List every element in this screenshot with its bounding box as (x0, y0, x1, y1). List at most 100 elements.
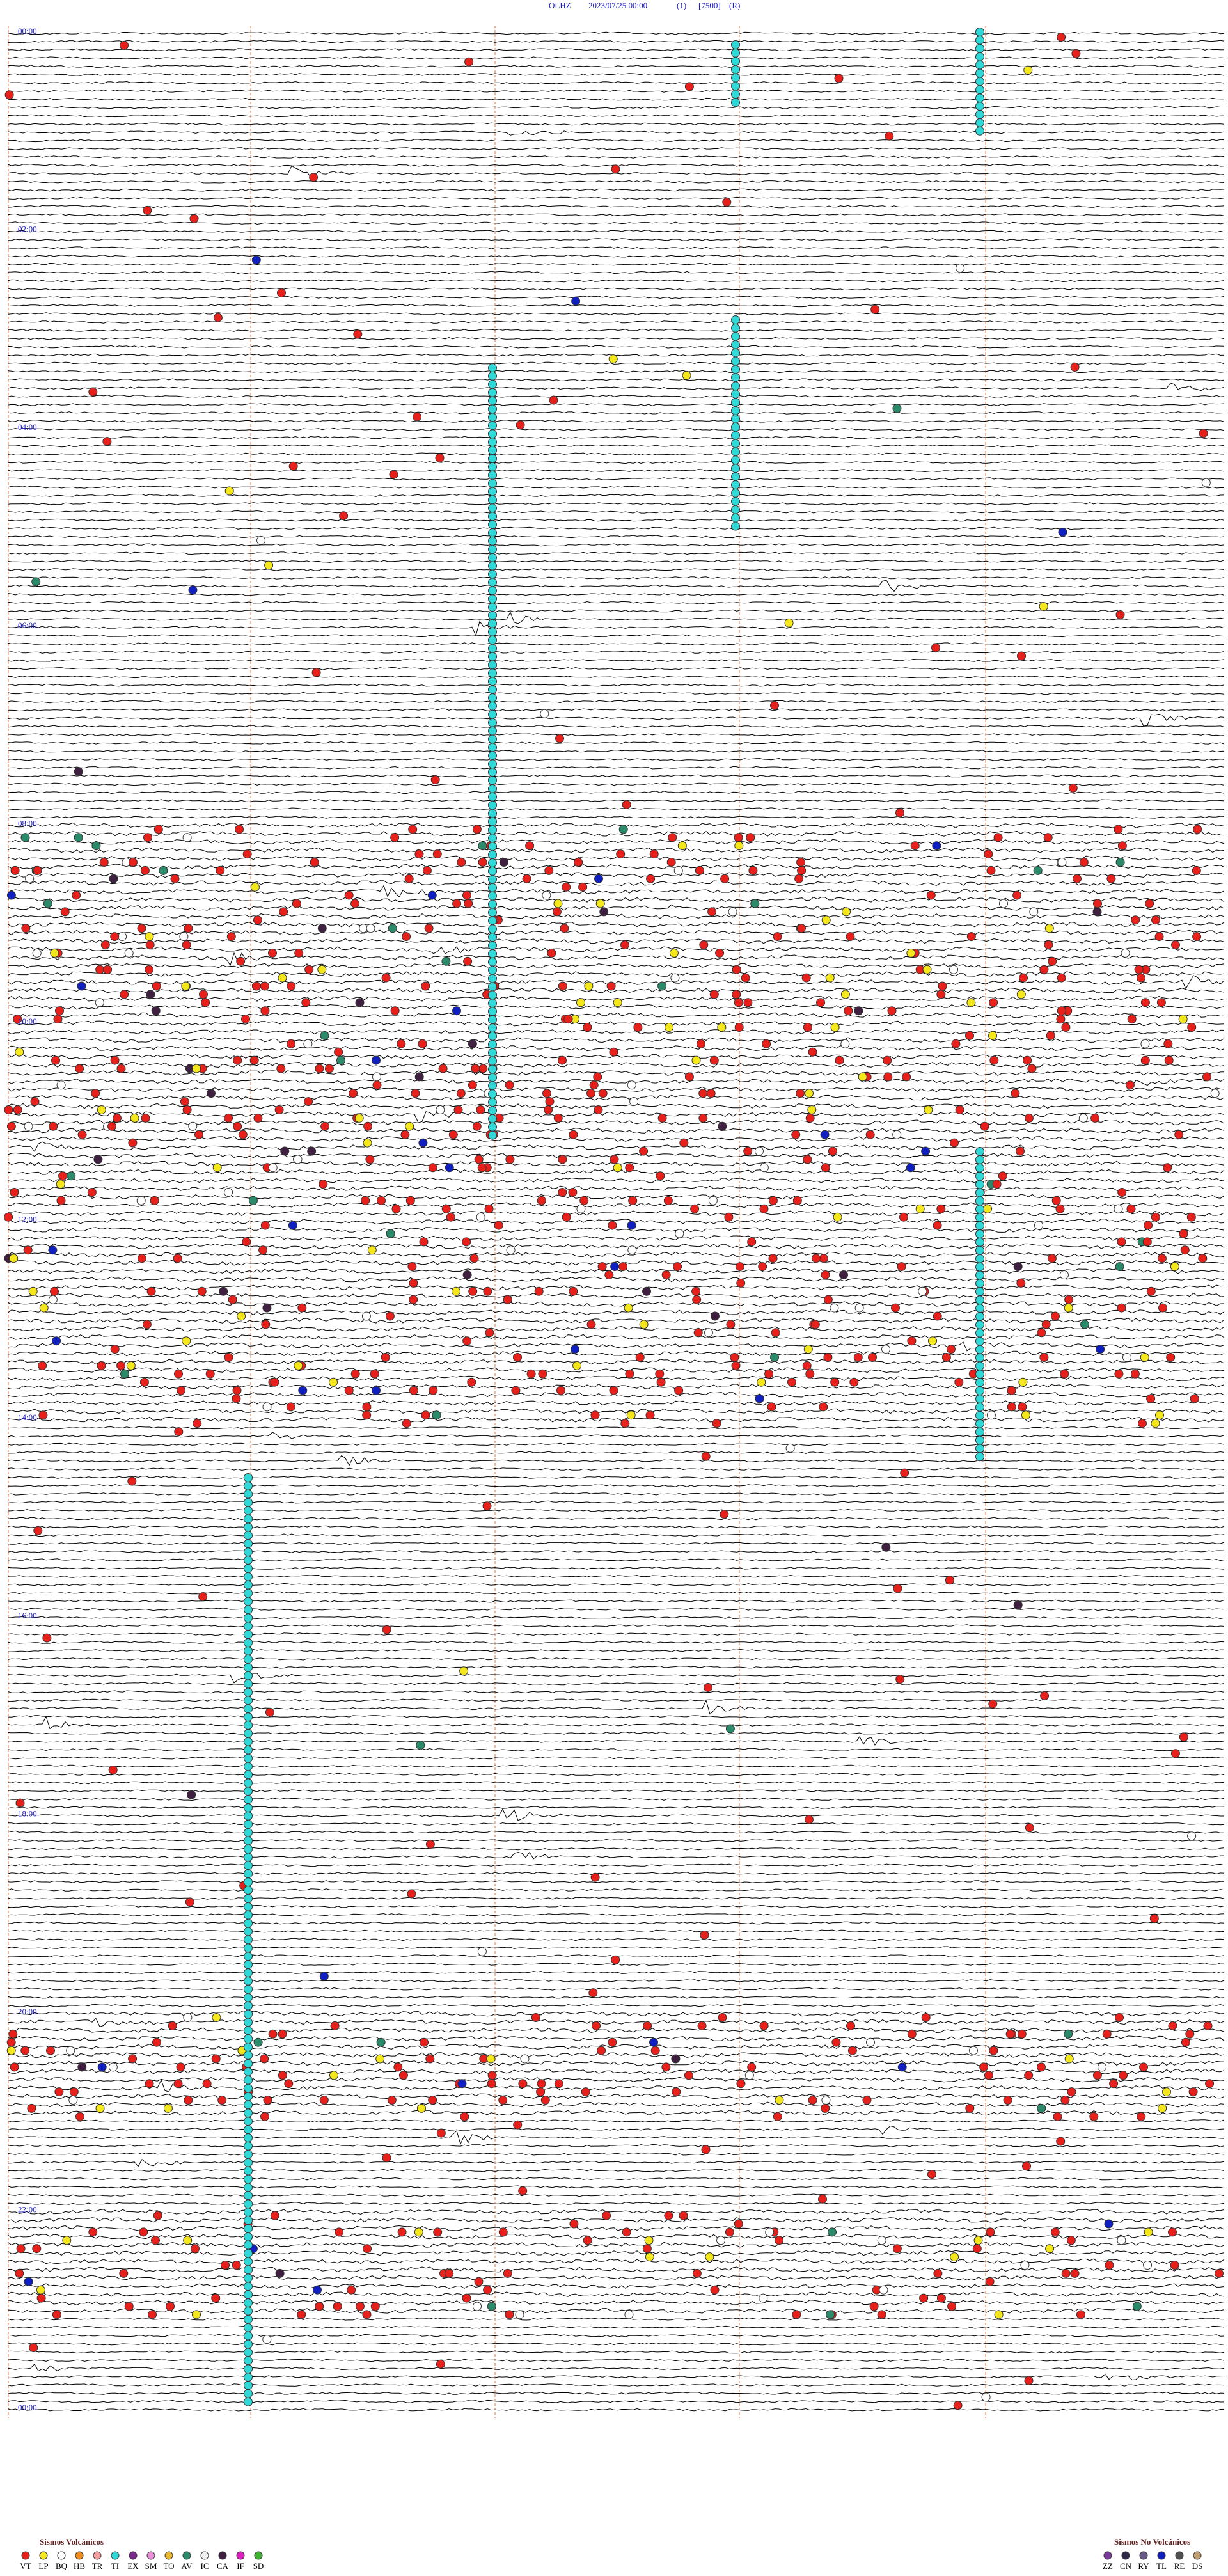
trace (7, 1963, 1225, 1966)
event (91, 1089, 100, 1098)
event (602, 2211, 611, 2220)
tremor-event (488, 677, 497, 686)
event (32, 2244, 42, 2254)
event (23, 1245, 33, 1255)
legend-swatch (164, 2551, 173, 2560)
tremor-event (244, 2208, 253, 2217)
event (933, 2268, 943, 2278)
event (4, 1105, 13, 1114)
hour-label: 02:00 (18, 225, 37, 234)
event (1079, 858, 1089, 867)
event (1041, 1320, 1051, 1329)
event (212, 2013, 221, 2022)
trace (7, 1641, 1225, 1644)
trace (7, 2275, 1225, 2281)
legend-swatch (254, 2551, 263, 2560)
tremor-event (731, 455, 740, 465)
event (1024, 2376, 1034, 2385)
event (734, 841, 744, 851)
event (628, 1196, 638, 1205)
event (48, 1295, 58, 1304)
event (224, 1353, 233, 1362)
trace (7, 2391, 1225, 2395)
event (608, 2037, 617, 2047)
hour-label: 16:00 (18, 1611, 37, 1620)
event (1060, 2096, 1070, 2105)
event (1092, 907, 1102, 917)
event (232, 1394, 241, 1403)
hour-label: 00:00 (18, 2403, 37, 2412)
tremor-event (244, 1737, 253, 1746)
event (128, 2054, 138, 2064)
legend-swatch (1139, 2551, 1148, 2560)
event (1053, 2112, 1062, 2121)
event (707, 907, 717, 917)
trace (7, 1317, 1225, 1324)
trace (7, 139, 1225, 143)
tremor-event (488, 413, 497, 422)
event (386, 1229, 395, 1238)
event (436, 1105, 445, 1114)
legend-code: AV (181, 2561, 193, 2571)
event (1098, 2062, 1106, 2072)
event (487, 2302, 496, 2311)
event (145, 965, 154, 974)
trace (7, 1624, 1225, 1628)
event (581, 2087, 590, 2097)
event (633, 1023, 643, 1032)
event (854, 1006, 863, 1016)
event (130, 1113, 139, 1123)
trace (7, 1004, 1225, 1010)
event (211, 2054, 221, 2064)
event (319, 1972, 329, 1981)
tremor-event (244, 2092, 253, 2101)
trace (7, 592, 1225, 596)
trace (7, 1987, 1225, 1991)
event (419, 1237, 429, 1247)
event (802, 1361, 812, 1370)
scale: [7500] (698, 1, 721, 10)
trace (7, 2217, 1225, 2223)
event (333, 2302, 342, 2311)
tremor-event (488, 487, 497, 496)
event (1037, 1328, 1046, 1338)
event (1039, 602, 1048, 612)
tremor-event (731, 65, 740, 74)
event (211, 2293, 221, 2303)
event (205, 1369, 215, 1379)
tremor-event (244, 1654, 253, 1664)
trace (7, 1533, 1225, 1537)
event (474, 2277, 484, 2286)
event (881, 1345, 890, 1354)
tremor-event (488, 1031, 497, 1041)
trace (7, 271, 1225, 274)
trace (7, 2383, 1225, 2387)
trace (7, 620, 1225, 637)
event (36, 2293, 46, 2303)
event (182, 1336, 191, 1346)
event (462, 1270, 472, 1279)
trace (7, 1334, 1225, 1340)
event (119, 2268, 129, 2278)
event (608, 1221, 617, 1230)
tremor-event (488, 478, 497, 488)
event (139, 1377, 149, 1387)
event (910, 841, 920, 851)
event (145, 932, 154, 942)
event (849, 1377, 859, 1387)
event (682, 370, 691, 380)
event (1056, 1015, 1066, 1024)
tremor-event (244, 1531, 253, 1540)
event (892, 404, 902, 413)
event (549, 395, 558, 405)
event (116, 1064, 126, 1073)
tremor-event (244, 2117, 253, 2126)
event (720, 1510, 729, 1519)
tremor-event (244, 2125, 253, 2135)
event (520, 2054, 530, 2064)
event (1203, 2021, 1213, 2030)
trace (7, 510, 1225, 514)
trace (7, 1119, 1225, 1126)
event (972, 2244, 982, 2254)
tremor-event (488, 1081, 497, 1091)
